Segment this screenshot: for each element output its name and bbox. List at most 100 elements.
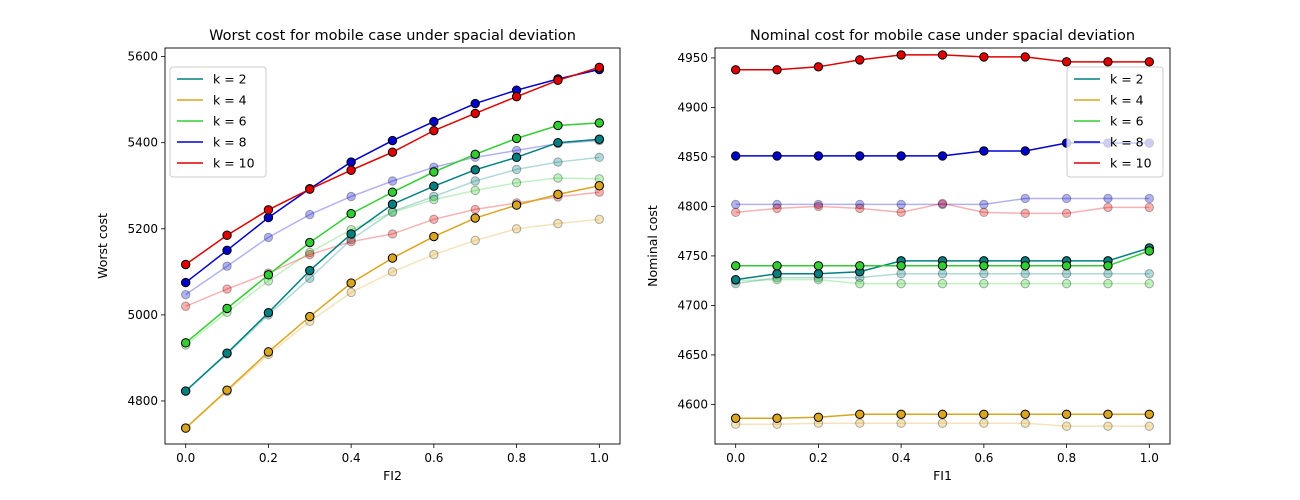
faded-series-point: [1061, 269, 1072, 279]
faded-series-line: [185, 218, 600, 429]
series-point: [305, 265, 315, 276]
legend: k = 2 k = 4 k = 6 k = 8 k = 10: [169, 66, 267, 178]
series-point: [772, 413, 782, 423]
faded-series-point: [222, 284, 232, 294]
x-axis-label: FI1: [933, 468, 952, 483]
series-point: [263, 205, 274, 215]
faded-series-point: [305, 209, 315, 220]
legend-label: k = 6: [1110, 114, 1144, 129]
x-tick-label: 0.8: [507, 451, 526, 465]
worst-cost-chart: Worst cost for mobile case under spacial…: [95, 28, 621, 483]
faded-series-point: [511, 164, 522, 175]
chart-title: Nominal cost for mobile case under spaci…: [750, 28, 1135, 44]
series-point: [470, 98, 480, 109]
series-point: [730, 65, 741, 75]
series-point: [553, 75, 563, 85]
series-point: [1144, 409, 1155, 419]
faded-series-point: [1144, 269, 1155, 279]
series-point: [772, 151, 782, 161]
faded-series-point: [594, 152, 605, 163]
faded-series-point: [470, 185, 480, 196]
series-point: [180, 259, 191, 270]
legend-box: [169, 66, 267, 178]
x-tick-label: 0.2: [809, 451, 828, 465]
series-point: [594, 62, 605, 73]
faded-series-point: [896, 207, 906, 218]
faded-series-line: [185, 139, 600, 296]
y-tick-label: 4700: [677, 298, 708, 312]
y-tick-label: 4800: [677, 199, 708, 213]
series-point: [387, 199, 398, 209]
series-point: [896, 261, 906, 271]
series-point: [222, 230, 232, 240]
series-point: [979, 409, 989, 419]
legend: k = 2 k = 4 k = 6 k = 8 k = 10: [1066, 66, 1164, 178]
faded-series-point: [553, 157, 563, 167]
faded-series-point: [429, 191, 439, 202]
faded-series-point: [429, 249, 439, 260]
faded-series-point: [470, 176, 480, 186]
series-point: [937, 261, 948, 271]
faded-series-point: [594, 214, 605, 225]
faded-series-point: [855, 418, 865, 428]
series-point: [305, 311, 315, 322]
series-point: [979, 261, 989, 271]
y-tick-label: 4800: [127, 394, 158, 408]
faded-series-point: [387, 176, 398, 186]
series-point: [1061, 409, 1072, 419]
y-tick-label: 4900: [677, 100, 708, 114]
series-point: [813, 151, 824, 161]
legend-label: k = 8: [213, 135, 247, 150]
series-point: [305, 237, 315, 248]
series-point: [553, 137, 563, 148]
faded-series-point: [387, 207, 398, 218]
series-point: [387, 135, 398, 146]
series-point: [429, 231, 439, 242]
faded-series-point: [813, 201, 824, 212]
series-point: [813, 62, 824, 72]
series-point: [222, 348, 232, 358]
series-point: [180, 338, 191, 348]
faded-series-line: [185, 177, 600, 346]
series-point: [346, 165, 356, 175]
nominal-cost-chart: Nominal cost for mobile case under spaci…: [645, 28, 1171, 483]
x-tick-label: 0.0: [726, 451, 745, 465]
series-point: [855, 409, 865, 419]
plot-frame: [164, 47, 621, 445]
faded-series-point: [1020, 208, 1030, 219]
y-tick-label: 4750: [677, 249, 708, 263]
series-point: [1103, 57, 1113, 67]
series-point: [730, 261, 741, 271]
faded-series-point: [772, 203, 782, 214]
series-point: [346, 278, 356, 288]
faded-series-point: [1061, 278, 1072, 289]
series-point: [855, 261, 865, 271]
legend-label: k = 10: [213, 156, 255, 171]
series-point: [470, 108, 480, 119]
plot-area: [180, 62, 605, 433]
faded-series-point: [772, 199, 782, 210]
series-point: [896, 409, 906, 419]
series-point: [511, 133, 522, 144]
legend-label: k = 6: [213, 114, 247, 129]
faded-series-point: [1020, 418, 1030, 428]
series-point: [470, 165, 480, 175]
plot-frame: [714, 47, 1171, 445]
series-point: [511, 152, 522, 163]
faded-series-point: [937, 198, 948, 209]
series-point: [305, 184, 315, 194]
faded-series-line: [735, 202, 1150, 215]
faded-series-point: [855, 278, 865, 289]
faded-series-point: [979, 278, 989, 289]
series-point: [387, 253, 398, 263]
faded-series-point: [511, 178, 522, 188]
faded-series-point: [1103, 269, 1113, 279]
faded-series-line: [735, 278, 1150, 285]
series-point: [594, 181, 605, 191]
series-point: [346, 157, 356, 167]
faded-series-point: [896, 269, 906, 279]
faded-series-point: [180, 301, 191, 311]
series-point: [1020, 146, 1030, 156]
series-point: [896, 50, 906, 60]
series-point: [180, 423, 191, 433]
